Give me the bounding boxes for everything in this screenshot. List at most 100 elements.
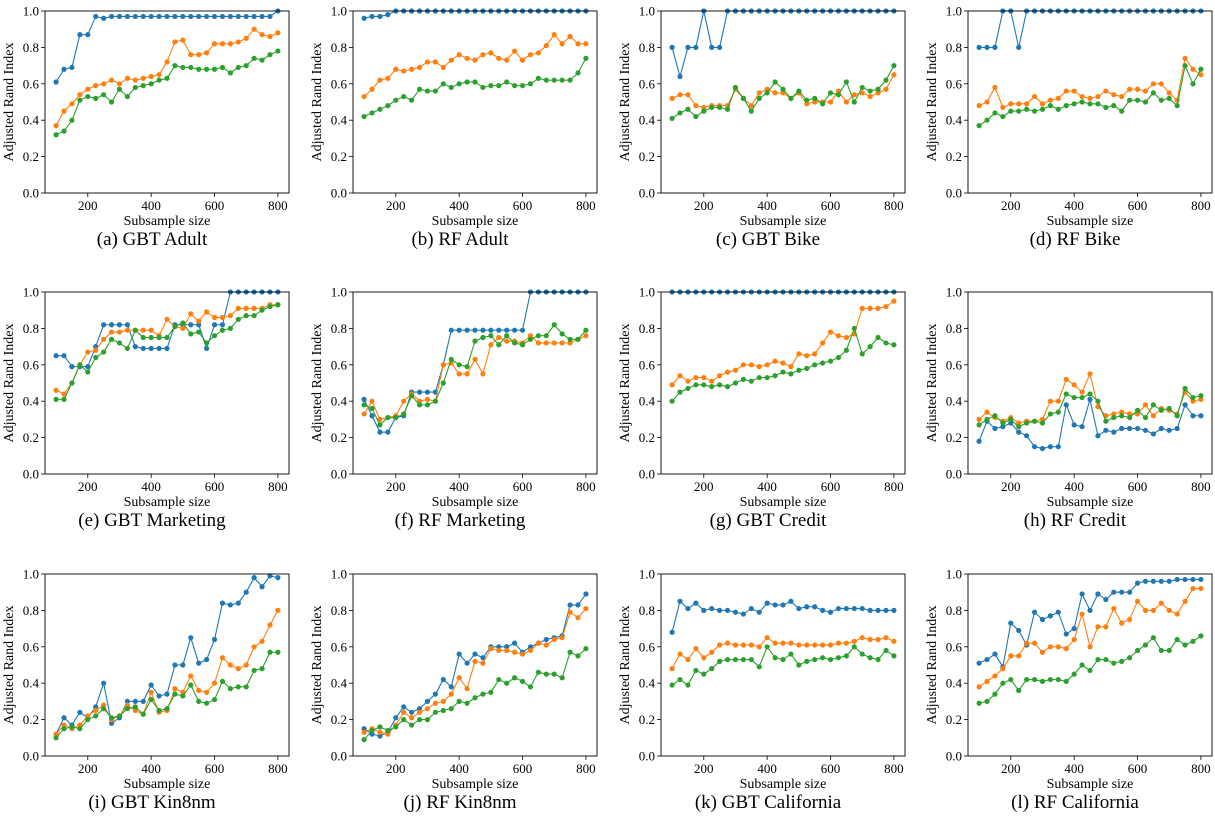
y-tick-label: 0.4 xyxy=(331,676,348,691)
data-point xyxy=(1190,81,1196,87)
data-point xyxy=(275,48,281,54)
data-point xyxy=(693,646,699,652)
data-point xyxy=(101,702,107,708)
data-point xyxy=(1063,103,1069,109)
data-point xyxy=(448,327,454,333)
data-point xyxy=(669,398,675,404)
data-point xyxy=(251,26,257,32)
data-point xyxy=(701,671,707,677)
data-point xyxy=(717,658,723,664)
data-point xyxy=(1079,99,1085,105)
y-tick-label: 0.6 xyxy=(331,357,348,372)
data-point xyxy=(464,700,470,706)
data-point xyxy=(243,13,249,20)
data-point xyxy=(148,81,154,87)
data-point xyxy=(164,75,170,81)
data-point xyxy=(976,123,982,129)
data-point xyxy=(827,99,834,105)
data-point xyxy=(1024,101,1030,107)
data-point xyxy=(843,347,849,353)
data-point xyxy=(196,322,202,328)
data-point xyxy=(1119,93,1125,100)
data-point xyxy=(496,644,502,650)
data-point xyxy=(1111,414,1117,421)
data-point xyxy=(93,707,99,714)
data-point xyxy=(820,340,826,346)
data-point xyxy=(1016,101,1022,107)
data-point xyxy=(875,305,881,311)
data-point xyxy=(1174,413,1180,419)
data-point xyxy=(424,698,431,705)
data-point xyxy=(361,737,367,743)
data-point xyxy=(275,607,281,614)
data-point xyxy=(1008,416,1014,422)
data-point xyxy=(504,327,510,333)
y-tick-label: 0.2 xyxy=(639,712,655,727)
data-point xyxy=(732,609,739,615)
x-tick-label: 800 xyxy=(268,198,288,213)
x-tick-label: 200 xyxy=(386,761,406,776)
x-tick-label: 600 xyxy=(821,761,841,776)
data-point xyxy=(124,327,130,333)
data-point xyxy=(543,333,549,339)
data-point xyxy=(251,313,257,319)
data-point xyxy=(69,724,75,730)
data-point xyxy=(172,691,178,697)
y-axis-label: Adjusted Rand Index xyxy=(310,324,325,443)
data-point xyxy=(756,609,762,615)
data-point xyxy=(812,642,818,648)
data-point xyxy=(976,103,982,109)
data-point xyxy=(480,84,486,91)
data-point xyxy=(812,351,818,357)
data-point xyxy=(1008,676,1014,683)
data-point xyxy=(219,655,226,661)
data-point xyxy=(385,429,391,435)
plot-area xyxy=(361,8,589,120)
data-point xyxy=(496,647,502,654)
y-tick-label: 0.8 xyxy=(946,321,962,336)
data-point xyxy=(883,647,889,654)
data-point xyxy=(804,642,810,648)
data-point xyxy=(504,644,510,650)
data-point xyxy=(424,88,431,94)
x-tick-label: 800 xyxy=(576,479,596,494)
data-point xyxy=(504,333,510,339)
y-tick-label: 0.6 xyxy=(331,639,348,654)
data-point xyxy=(116,86,123,92)
x-axis-label: Subsample size xyxy=(740,777,827,792)
data-point xyxy=(180,37,186,43)
data-point xyxy=(275,649,281,655)
data-point xyxy=(732,84,739,91)
data-point xyxy=(1103,427,1109,433)
data-point xyxy=(204,66,210,72)
data-point xyxy=(575,70,581,76)
data-point xyxy=(867,636,873,643)
data-point xyxy=(748,656,754,663)
data-point xyxy=(820,101,826,107)
data-point xyxy=(1000,104,1006,111)
data-point xyxy=(780,602,786,608)
data-point xyxy=(812,656,818,663)
data-point xyxy=(835,354,842,361)
data-point xyxy=(1182,598,1188,604)
data-point xyxy=(77,709,83,715)
x-axis-label: Subsample size xyxy=(1047,495,1134,510)
data-point xyxy=(108,715,115,721)
data-point xyxy=(172,63,178,69)
data-point xyxy=(116,340,123,346)
data-point xyxy=(1142,88,1149,94)
data-point xyxy=(243,35,249,41)
data-point xyxy=(1047,644,1053,650)
y-tick-label: 0.0 xyxy=(331,749,347,764)
data-point xyxy=(219,678,226,684)
data-point xyxy=(140,13,146,20)
data-point xyxy=(204,689,210,695)
data-point xyxy=(1158,600,1164,606)
data-point xyxy=(188,331,194,337)
data-point xyxy=(1039,616,1046,623)
data-point xyxy=(172,662,178,668)
data-point xyxy=(1166,90,1172,96)
data-point xyxy=(1190,398,1196,404)
data-point xyxy=(227,662,233,668)
